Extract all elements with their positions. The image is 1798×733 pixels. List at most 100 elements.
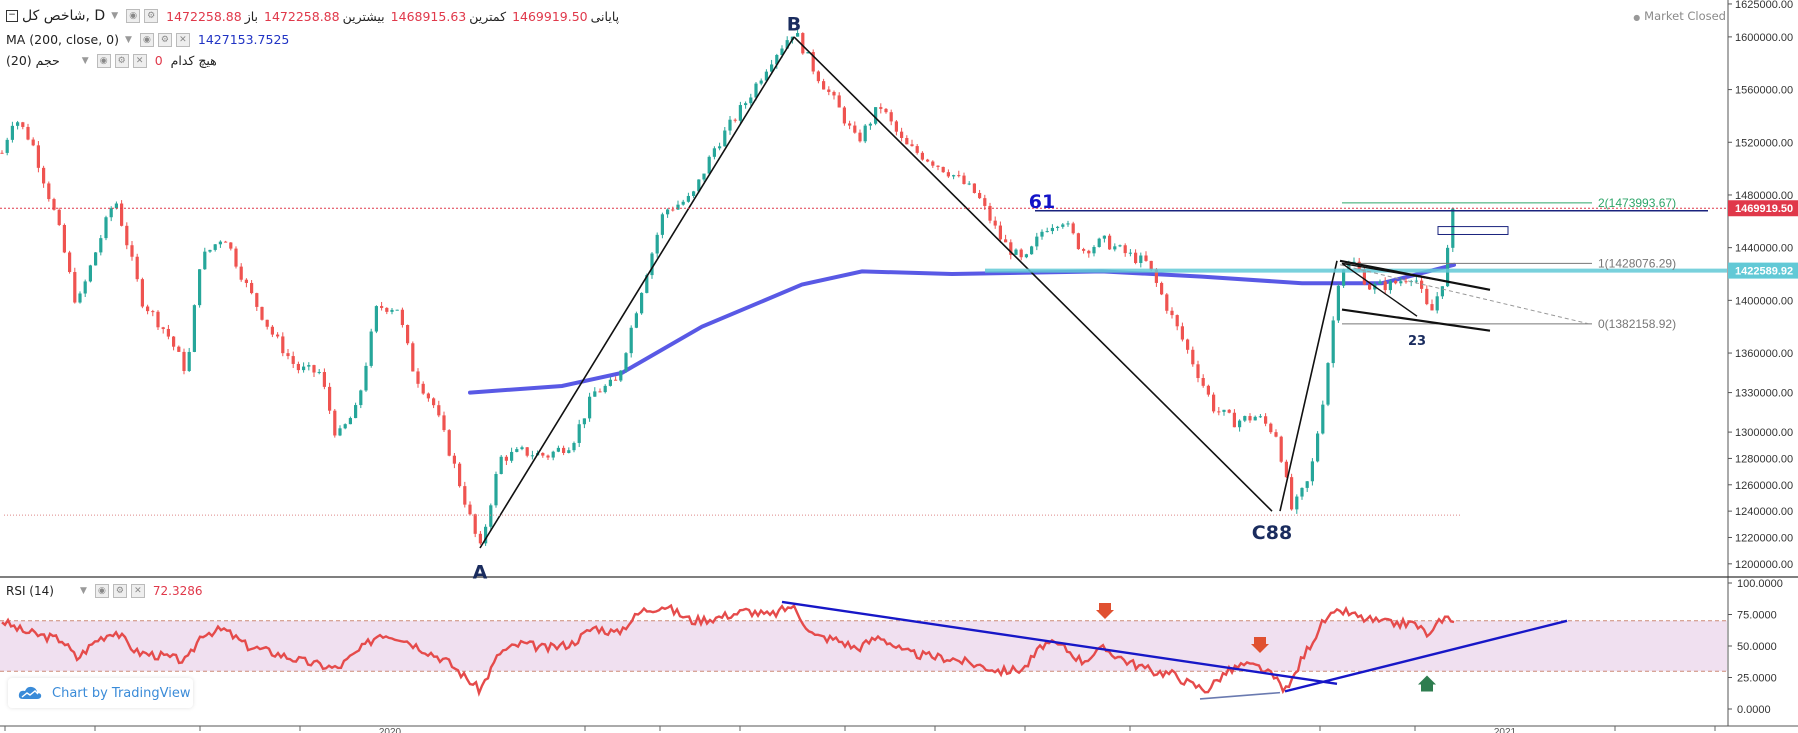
collapse-icon[interactable]: − [6, 10, 18, 22]
settings-icon[interactable]: ⚙ [157, 32, 172, 47]
candle-body [894, 121, 898, 132]
arrow-down-icon [1096, 603, 1114, 620]
rsi-tick-label: 0.0000 [1737, 704, 1771, 716]
volume-label[interactable]: حجم (20) [6, 53, 60, 68]
price-label-badge [1728, 200, 1798, 217]
candle-body [624, 353, 628, 371]
eye-icon[interactable]: ◉ [126, 9, 141, 23]
eye-icon[interactable]: ◉ [96, 53, 111, 68]
settings-icon[interactable]: ⚙ [144, 9, 159, 23]
chevron-down-icon[interactable]: ▼ [124, 34, 132, 45]
candle-body [390, 309, 394, 312]
candle-body [1139, 255, 1143, 263]
candle-body [338, 428, 342, 436]
candle-body [1196, 364, 1200, 379]
candle-body [291, 356, 295, 364]
price-tick-label: 1600000.00 [1735, 32, 1793, 44]
tradingview-branding[interactable]: Chart by TradingView [8, 678, 193, 708]
chevron-down-icon[interactable]: ▼ [111, 11, 119, 21]
candle-body [484, 526, 488, 544]
chevron-down-icon[interactable]: ▼ [79, 586, 87, 596]
low-label: کمترین [469, 8, 507, 24]
candle-body [499, 456, 503, 474]
candle-body [572, 442, 576, 451]
candle-body [993, 220, 997, 226]
candle-body [0, 152, 4, 154]
time-tick-label: 2020 [379, 727, 402, 733]
candle-body [785, 40, 789, 49]
candle-body [686, 195, 690, 202]
candle-body [1290, 477, 1294, 510]
legend-ma: MA (200, close, 0) ▼ ◉ ⚙ ✕ 1427153.7525 [6, 32, 289, 47]
candle-body [645, 275, 649, 293]
price-tick-label: 1300000.00 [1735, 427, 1793, 439]
target-box [1437, 226, 1509, 235]
symbol-title[interactable]: شاخص کل, D [22, 8, 106, 24]
candle-body [130, 245, 134, 257]
candle-body [1066, 223, 1070, 225]
candle-body [473, 514, 477, 534]
close-icon[interactable]: ✕ [132, 53, 147, 68]
settings-icon[interactable]: ⚙ [114, 53, 129, 68]
candle-body [36, 145, 40, 168]
eye-icon[interactable]: ◉ [139, 32, 154, 47]
candle-body [203, 251, 207, 270]
candle-body [759, 80, 763, 84]
candle-body [182, 351, 186, 371]
candle-body [1087, 250, 1091, 254]
candle-body [359, 390, 363, 406]
candle-body [868, 123, 872, 126]
candle-body [426, 393, 430, 399]
candle-body [302, 366, 306, 371]
rsi-label[interactable]: RSI (14) [6, 584, 54, 598]
candle-body [764, 71, 768, 81]
candle-body [723, 130, 727, 147]
candle-body [525, 447, 529, 456]
eye-icon[interactable]: ◉ [94, 584, 109, 598]
fib-level-label: 2(1473993.67) [1598, 196, 1676, 210]
candle-body [312, 365, 316, 373]
candle-body [926, 159, 930, 162]
candle-body [1170, 310, 1174, 316]
candle-body [1368, 284, 1372, 290]
candle-body [1451, 208, 1455, 248]
candle-body [634, 313, 638, 328]
candle-body [1206, 385, 1210, 395]
ma-label[interactable]: MA (200, close, 0) [6, 32, 119, 47]
candle-body [1243, 416, 1247, 421]
settings-icon[interactable]: ⚙ [112, 584, 127, 598]
candle-body [1201, 378, 1205, 386]
candle-body [463, 486, 467, 505]
axis-layer: 1625000.00 1600000.00 1560000.00 1520000.00… [4, 0, 1798, 733]
candle-body [270, 326, 274, 335]
candle-body [1388, 280, 1392, 291]
candle-body [603, 385, 607, 393]
legend-main: − شاخص کل, D ▼ ◉ ⚙ 1472258.88 باز 147225… [6, 8, 625, 24]
close-icon[interactable]: ✕ [130, 584, 145, 598]
candle-body [1040, 231, 1044, 237]
candle-body [385, 307, 389, 312]
candle-body [1056, 226, 1060, 228]
candle-body [260, 306, 264, 320]
close-icon[interactable]: ✕ [175, 32, 190, 47]
candle-body [957, 175, 961, 177]
candle-body [608, 379, 612, 386]
candle-body [187, 351, 191, 371]
candle-body [754, 83, 758, 98]
candle-body [125, 225, 129, 246]
candle-body [962, 175, 966, 184]
rsi-layer [1, 600, 1568, 700]
candle-body [640, 292, 644, 314]
candle-body [822, 81, 826, 90]
candle-body [276, 334, 280, 337]
candle-body [1279, 436, 1283, 462]
candle-body [676, 204, 680, 210]
candle-body [593, 391, 597, 397]
rsi-divergence-line [1199, 691, 1281, 700]
candle-body [364, 365, 368, 391]
candle-body [416, 371, 420, 384]
chevron-down-icon[interactable]: ▼ [81, 55, 89, 66]
price-tick-label: 1240000.00 [1735, 506, 1793, 518]
candle-body [1154, 269, 1158, 283]
